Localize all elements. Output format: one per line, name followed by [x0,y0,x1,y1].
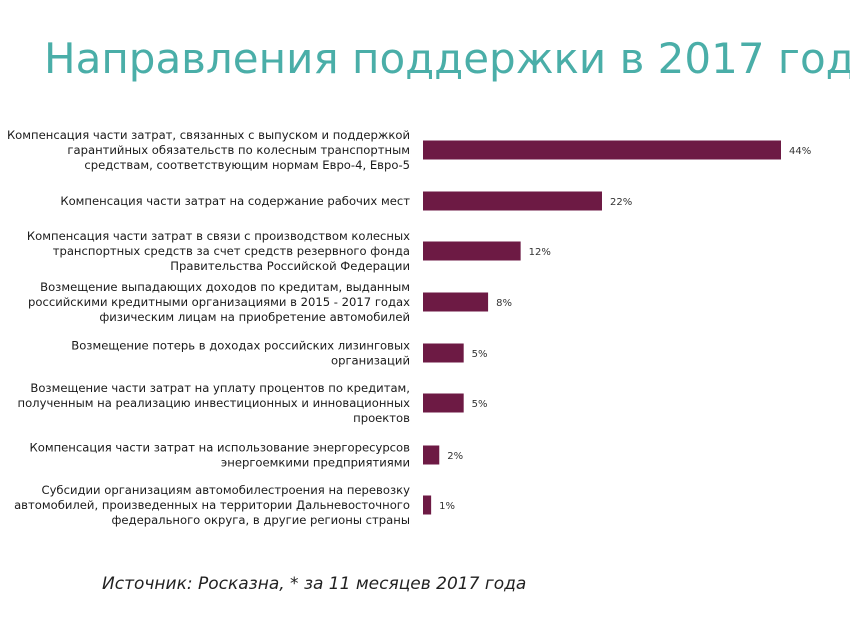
category-label-line: полученным на реализацию инвестиционных … [18,396,411,410]
value-label-4: 8% [496,298,512,309]
value-label-8: 1% [439,501,455,512]
category-label-line: федерального округа, в другие регионы ст… [112,513,410,527]
value-label-6: 5% [472,399,488,410]
bar-1 [423,140,781,160]
category-label-line: проектов [353,411,410,425]
bar-8 [423,495,432,515]
category-label-8: Субсидии организациям автомобилестроения… [14,483,410,527]
page-title: Направления поддержки в 2017 году [44,34,850,83]
category-label-line: средствам, соответствующим нормам Евро-4… [84,158,410,172]
category-label-line: Компенсация части затрат в связи с произ… [27,229,410,243]
category-label-line: транспортных средств за счет средств рез… [53,244,410,258]
category-label-line: Возмещение потерь в доходах российских л… [71,339,410,353]
category-label-1: Компенсация части затрат, связанных с вы… [7,128,410,172]
category-label-line: гарантийных обязательств по колесным тра… [67,143,410,157]
value-label-3: 12% [529,247,551,258]
value-label-2: 22% [610,197,632,208]
category-label-line: Компенсация части затрат на содержание р… [60,194,410,208]
category-label-line: Правительства Российской Федерации [170,259,410,273]
value-label-5: 5% [472,349,488,360]
bar-4 [423,292,489,312]
category-label-line: энергоемкими предприятиями [221,456,410,470]
value-label-7: 2% [447,451,463,462]
category-label-line: Субсидии организациям автомобилестроения… [41,483,410,497]
category-label-line: Компенсация части затрат, связанных с вы… [7,128,410,142]
category-label-3: Компенсация части затрат в связи с произ… [27,229,410,273]
category-label-2: Компенсация части затрат на содержание р… [60,194,410,208]
category-label-4: Возмещение выпадающих доходов по кредита… [28,280,410,324]
category-label-line: российскими кредитными организациями в 2… [28,295,410,309]
bar-5 [423,343,464,363]
category-label-line: физическим лицам на приобретение автомоб… [99,310,410,324]
category-label-6: Возмещение части затрат на уплату процен… [18,381,411,425]
bar-7 [423,445,440,465]
category-label-line: Возмещение части затрат на уплату процен… [30,381,410,395]
category-label-line: организаций [331,354,410,368]
category-label-5: Возмещение потерь в доходах российских л… [71,339,410,368]
bar-2 [423,191,602,211]
source-note: Источник: Росказна, * за 11 месяцев 2017… [102,574,527,594]
category-label-line: Компенсация части затрат на использовани… [30,441,411,455]
category-label-7: Компенсация части затрат на использовани… [30,441,411,470]
category-label-line: Возмещение выпадающих доходов по кредита… [40,280,410,294]
category-label-line: автомобилей, произведенных на территории… [14,498,410,512]
bar-6 [423,393,464,413]
bar-3 [423,241,521,261]
value-label-1: 44% [789,146,811,157]
